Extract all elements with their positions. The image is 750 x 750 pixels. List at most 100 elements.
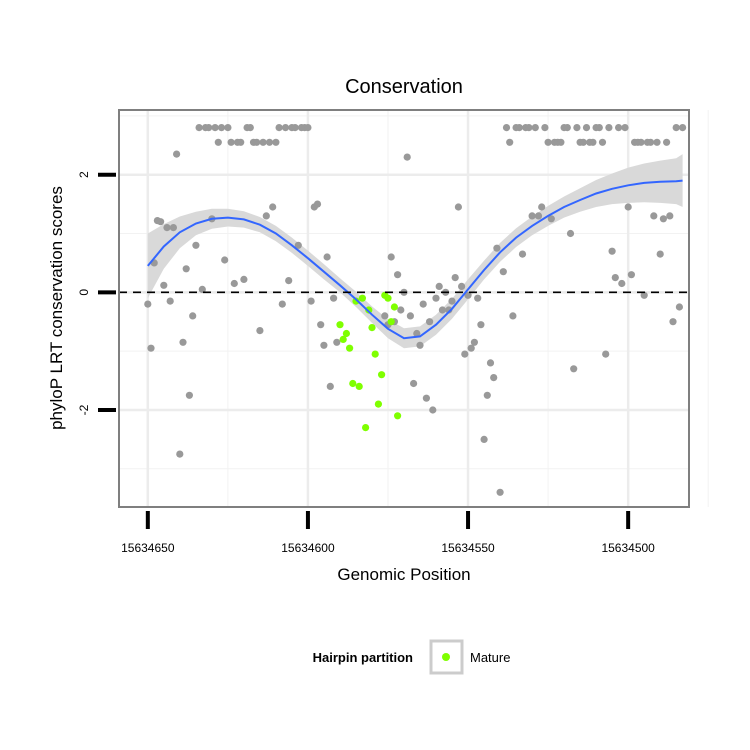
legend-title: Hairpin partition <box>313 650 413 665</box>
y-tick-label: -2 <box>77 404 91 415</box>
data-point <box>285 277 293 285</box>
data-point <box>192 241 200 249</box>
data-point <box>669 318 677 326</box>
data-point <box>615 124 623 132</box>
data-point <box>464 291 472 299</box>
data-point <box>598 138 607 146</box>
data-point <box>582 124 591 132</box>
data-point <box>647 138 655 146</box>
data-point <box>611 274 619 282</box>
data-point <box>272 138 280 146</box>
data-point <box>214 138 222 146</box>
data-point <box>640 291 648 299</box>
data-point <box>531 124 539 132</box>
smooth-line <box>147 179 683 340</box>
mature-point <box>384 294 392 302</box>
x-tick-label: 15634550 <box>441 541 495 555</box>
data-point <box>454 203 462 211</box>
data-point <box>211 124 219 132</box>
data-point <box>246 124 254 132</box>
mature-point <box>378 371 386 379</box>
data-point <box>394 271 402 279</box>
mature-point <box>368 324 376 332</box>
mature-point <box>352 297 360 305</box>
data-point <box>474 294 482 302</box>
data-point <box>317 321 325 329</box>
x-tick-label: 15634650 <box>121 541 175 555</box>
data-point <box>656 250 664 258</box>
data-point <box>566 229 575 238</box>
x-axis-title: Genomic Position <box>337 565 470 584</box>
data-point <box>570 365 578 373</box>
data-point <box>618 279 626 288</box>
data-point <box>605 124 613 132</box>
legend: Hairpin partition Mature <box>313 639 510 675</box>
mature-point <box>342 329 350 338</box>
mature-point <box>387 318 395 326</box>
data-point <box>506 138 514 146</box>
data-point <box>185 391 193 399</box>
legend-label-mature: Mature <box>470 650 510 665</box>
confidence-ribbon <box>147 154 683 349</box>
data-point <box>659 215 668 223</box>
data-point <box>679 124 687 132</box>
data-point <box>483 391 491 399</box>
data-point <box>432 294 440 302</box>
plot-area <box>118 109 709 508</box>
data-point <box>237 138 245 146</box>
data-point <box>406 312 414 320</box>
data-point <box>163 224 171 232</box>
data-point <box>589 138 597 146</box>
data-point <box>294 241 302 249</box>
data-point <box>304 124 312 132</box>
data-point <box>195 124 203 132</box>
mature-point <box>365 306 373 314</box>
data-point <box>323 253 331 261</box>
data-point <box>262 212 270 220</box>
data-point <box>179 338 187 346</box>
data-point <box>563 124 571 132</box>
data-point <box>278 300 286 308</box>
data-point <box>435 282 443 290</box>
data-point <box>275 124 283 132</box>
data-point <box>448 297 456 305</box>
data-point <box>557 138 565 146</box>
y-tick-label: 0 <box>77 289 91 296</box>
data-point <box>403 153 411 161</box>
data-point <box>256 327 264 335</box>
mature-point <box>362 424 370 432</box>
point-group-mature <box>336 291 402 432</box>
data-point <box>169 224 177 232</box>
data-point <box>458 282 466 290</box>
data-point <box>621 124 629 132</box>
data-point <box>509 312 517 320</box>
data-point <box>486 359 495 367</box>
data-point <box>528 212 536 220</box>
data-point <box>240 275 248 283</box>
panel-border <box>118 109 690 508</box>
data-point <box>515 124 523 132</box>
data-point <box>291 124 299 132</box>
data-point <box>438 306 446 314</box>
data-point <box>313 200 322 208</box>
data-point <box>182 265 190 273</box>
y-axis: 2 0 -2 <box>77 171 116 415</box>
data-point <box>518 250 527 258</box>
data-point <box>189 312 197 320</box>
data-point <box>675 303 684 311</box>
data-point <box>573 124 581 132</box>
data-point <box>410 379 418 388</box>
data-point <box>467 344 475 352</box>
data-point <box>217 124 226 132</box>
x-tick-label: 15634500 <box>601 541 655 555</box>
data-point <box>544 138 552 146</box>
data-point <box>429 406 437 414</box>
data-point <box>461 350 469 358</box>
data-point <box>663 138 671 146</box>
mature-point <box>349 379 357 388</box>
mature-point <box>346 344 354 352</box>
mature-point <box>358 294 366 302</box>
data-point <box>230 279 238 288</box>
data-point <box>259 138 267 146</box>
